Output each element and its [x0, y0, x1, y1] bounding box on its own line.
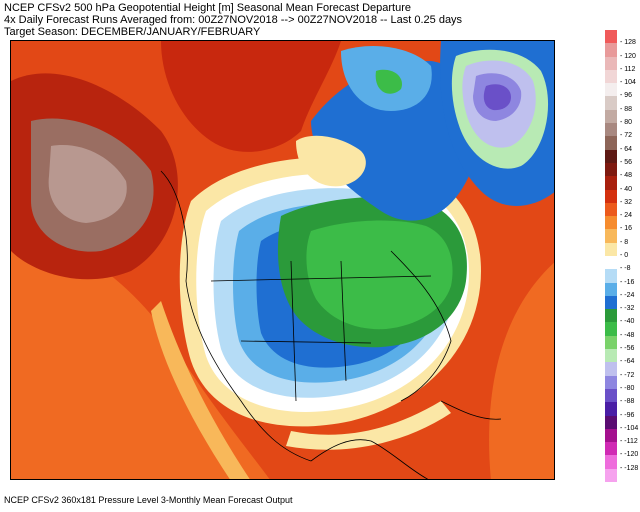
colorbar-swatch [605, 43, 617, 58]
colorbar-swatch [605, 216, 617, 230]
colorbar-swatch [605, 109, 617, 124]
colorbar-tick-label: - -56 [620, 345, 635, 353]
colorbar [605, 30, 617, 483]
pacific-brown-core [48, 145, 127, 223]
colorbar-tick-label: - -96 [620, 411, 635, 419]
northatlantic-deep-purple [483, 84, 511, 111]
colorbar-swatch [605, 176, 617, 191]
colorbar-tick-label: - -80 [620, 384, 635, 392]
colorbar-swatch [605, 309, 617, 323]
colorbar-swatch [605, 295, 617, 310]
colorbar-swatch [605, 242, 617, 257]
colorbar-tick-label: - 88 [620, 105, 633, 113]
colorbar-swatch [605, 349, 617, 363]
colorbar-tick-label: - 72 [620, 132, 633, 140]
colorbar-swatch [605, 189, 617, 204]
colorbar-tick-label: - 96 [620, 92, 633, 100]
footer-label: NCEP CFSv2 360x181 Pressure Level 3-Mont… [4, 495, 293, 505]
colorbar-swatch [605, 149, 617, 164]
colorbar-swatch [605, 468, 617, 483]
colorbar-tick-label: - -88 [620, 398, 635, 406]
colorbar-tick-label: - -72 [620, 371, 635, 379]
baffin-yellow [296, 135, 366, 187]
colorbar-swatch [605, 335, 617, 350]
map-title: NCEP CFSv2 500 hPa Geopotential Height [… [4, 2, 412, 14]
colorbar-swatch [605, 388, 617, 403]
colorbar-tick-label: - -48 [620, 331, 635, 339]
colorbar-swatch [605, 136, 617, 151]
colorbar-tick-label: - 8 [620, 238, 629, 246]
colorbar-tick-label: - -120 [620, 451, 639, 459]
colorbar-swatch [605, 269, 617, 284]
colorbar-swatch [605, 162, 617, 177]
colorbar-swatch [605, 30, 617, 44]
colorbar-swatch [605, 96, 617, 111]
colorbar-tick-label: - -8 [620, 265, 631, 273]
colorbar-swatch [605, 56, 617, 71]
colorbar-swatch [605, 123, 617, 137]
colorbar-tick-label: - 16 [620, 225, 633, 233]
colorbar-swatch [605, 455, 617, 470]
colorbar-tick-label: - 80 [620, 119, 633, 127]
colorbar-tick-label: - -104 [620, 424, 639, 432]
colorbar-tick-label: - 0 [620, 252, 629, 259]
colorbar-swatch [605, 375, 617, 390]
colorbar-swatch [605, 229, 617, 244]
colorbar-tick-label: - 48 [620, 172, 633, 180]
colorbar-swatch [605, 442, 617, 456]
colorbar-swatch [605, 415, 617, 430]
colorbar-tick-label: - -40 [620, 318, 635, 326]
arctic-red-dome [161, 41, 341, 152]
colorbar-tick-label: - 40 [620, 185, 633, 193]
colorbar-tick-label: - -24 [620, 291, 635, 299]
colorbar-swatch [605, 83, 617, 97]
colorbar-swatch [605, 69, 617, 84]
target-season-label: Target Season: DECEMBER/JANUARY/FEBRUARY [4, 26, 261, 38]
colorbar-swatch [605, 282, 617, 297]
colorbar-tick-label: - 24 [620, 212, 633, 220]
gulf-yellow-band [286, 401, 451, 450]
colorbar-swatch [605, 256, 617, 270]
colorbar-tick-label: - 56 [620, 158, 633, 166]
colorbar-tick-label: - -16 [620, 278, 635, 286]
colorbar-tick-label: - -64 [620, 358, 635, 366]
forecast-runs-subtitle: 4x Daily Forecast Runs Averaged from: 00… [4, 14, 463, 26]
arctic-green-pocket [375, 69, 402, 94]
colorbar-swatch [605, 402, 617, 417]
colorbar-swatch [605, 428, 617, 443]
colorbar-tick-label: - -32 [620, 305, 635, 313]
colorbar-tick-label: - -112 [620, 438, 638, 446]
colorbar-tick-label: - 64 [620, 145, 633, 153]
colorbar-swatch [605, 322, 617, 337]
colorbar-tick-label: - 128 [620, 39, 636, 47]
colorbar-tick-label: - 112 [620, 65, 636, 73]
colorbar-swatch [605, 202, 617, 217]
coastlines [160, 170, 502, 479]
anomaly-map-svg [11, 41, 554, 479]
colorbar-tick-label: - 120 [620, 52, 636, 60]
colorbar-tick-label: - 32 [620, 198, 633, 206]
colorbar-tick-label: - 104 [620, 79, 636, 87]
west-yellow-band [151, 301, 250, 479]
height-anomaly-map [10, 40, 555, 480]
colorbar-swatch [605, 362, 617, 377]
colorbar-tick-label: - -128 [620, 464, 639, 472]
east-atlantic-orange [489, 262, 554, 479]
